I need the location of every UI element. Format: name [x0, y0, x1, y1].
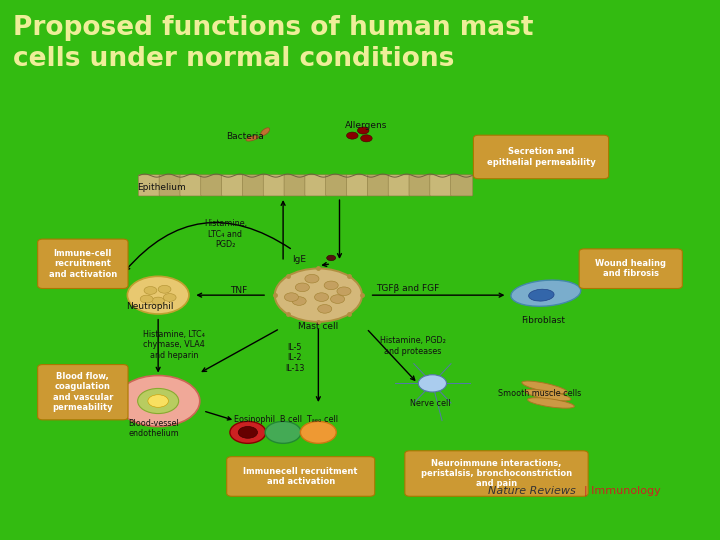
Text: Neutrophil: Neutrophil — [126, 302, 174, 312]
FancyBboxPatch shape — [201, 175, 223, 196]
Circle shape — [163, 294, 176, 301]
FancyBboxPatch shape — [367, 175, 390, 196]
Circle shape — [292, 296, 306, 305]
Text: Nerve cell: Nerve cell — [410, 399, 451, 408]
FancyBboxPatch shape — [474, 135, 608, 179]
Text: IL-5
IL-2
IL-13: IL-5 IL-2 IL-13 — [285, 343, 305, 373]
Text: Fibroblast: Fibroblast — [521, 316, 564, 325]
Circle shape — [346, 132, 358, 139]
Text: Histamine,
LTC₄ and
PGD₂: Histamine, LTC₄ and PGD₂ — [204, 219, 247, 249]
Text: TGFβ and FGF: TGFβ and FGF — [377, 284, 440, 293]
Circle shape — [324, 281, 338, 289]
Ellipse shape — [261, 128, 270, 136]
Circle shape — [357, 127, 369, 134]
FancyBboxPatch shape — [37, 364, 128, 420]
Circle shape — [327, 255, 336, 261]
Circle shape — [361, 135, 372, 142]
FancyBboxPatch shape — [579, 249, 683, 288]
Circle shape — [117, 375, 200, 427]
FancyBboxPatch shape — [405, 451, 588, 496]
Text: Neuroimmune interactions,
peristalsis, bronchoconstriction
and pain: Neuroimmune interactions, peristalsis, b… — [421, 458, 572, 489]
Text: IgE: IgE — [292, 254, 306, 264]
FancyBboxPatch shape — [305, 175, 327, 196]
Circle shape — [305, 274, 319, 283]
Circle shape — [330, 295, 345, 303]
FancyBboxPatch shape — [284, 175, 306, 196]
Circle shape — [275, 268, 362, 322]
FancyBboxPatch shape — [180, 175, 202, 196]
Circle shape — [284, 293, 299, 301]
FancyBboxPatch shape — [243, 175, 264, 196]
Ellipse shape — [528, 398, 575, 408]
Text: Nature Reviews: Nature Reviews — [488, 486, 576, 496]
FancyBboxPatch shape — [159, 175, 181, 196]
FancyBboxPatch shape — [346, 175, 369, 196]
Text: Allergens: Allergens — [345, 121, 387, 130]
Circle shape — [418, 375, 446, 392]
Circle shape — [148, 395, 168, 407]
Ellipse shape — [528, 289, 554, 301]
Text: Epithelium: Epithelium — [137, 183, 186, 192]
Circle shape — [140, 295, 153, 303]
Text: Proposed functions of human mast
cells under normal conditions: Proposed functions of human mast cells u… — [13, 16, 534, 72]
FancyBboxPatch shape — [430, 175, 452, 196]
FancyBboxPatch shape — [325, 175, 348, 196]
Ellipse shape — [246, 136, 258, 141]
Text: Blood flow,
coagulation
and vascular
permeability: Blood flow, coagulation and vascular per… — [53, 372, 113, 412]
Text: Immune-cell
recruitment
and activation: Immune-cell recruitment and activation — [49, 249, 117, 279]
Circle shape — [138, 388, 179, 414]
Circle shape — [265, 421, 301, 443]
Text: Immunecell recruitment
and activation: Immunecell recruitment and activation — [243, 467, 358, 486]
Circle shape — [158, 285, 171, 293]
Circle shape — [295, 283, 310, 292]
Circle shape — [152, 297, 165, 305]
Circle shape — [230, 421, 266, 443]
Text: Histamine, PGD₂
and proteases: Histamine, PGD₂ and proteases — [379, 336, 446, 356]
FancyBboxPatch shape — [227, 457, 374, 496]
Text: | Immunology: | Immunology — [585, 486, 661, 496]
FancyBboxPatch shape — [264, 175, 285, 196]
FancyBboxPatch shape — [222, 175, 243, 196]
Ellipse shape — [525, 389, 571, 401]
FancyBboxPatch shape — [451, 175, 473, 196]
Circle shape — [238, 427, 258, 438]
Circle shape — [318, 305, 332, 313]
Circle shape — [300, 421, 336, 443]
Circle shape — [144, 287, 157, 294]
Circle shape — [337, 287, 351, 295]
Circle shape — [315, 293, 328, 301]
Text: TNF: TNF — [230, 286, 247, 294]
Ellipse shape — [511, 280, 581, 306]
Text: Secretion and
epithelial permeability: Secretion and epithelial permeability — [487, 147, 595, 167]
FancyBboxPatch shape — [388, 175, 410, 196]
Text: Bacteria: Bacteria — [226, 132, 264, 141]
Ellipse shape — [522, 381, 567, 394]
Text: Wound healing
and fibrosis: Wound healing and fibrosis — [595, 259, 666, 279]
Text: Blood-vessel
endothelium: Blood-vessel endothelium — [128, 418, 179, 438]
Text: Smooth muscle cells: Smooth muscle cells — [498, 389, 581, 397]
Text: Histamine, LTC₄
chymase, VLA4
and heparin: Histamine, LTC₄ chymase, VLA4 and hepari… — [143, 330, 205, 360]
Text: Eosinophil  B cell  Tₐₑₒ cell: Eosinophil B cell Tₐₑₒ cell — [234, 415, 338, 424]
FancyBboxPatch shape — [138, 175, 161, 196]
Text: Mast cell: Mast cell — [298, 322, 338, 331]
FancyBboxPatch shape — [37, 239, 128, 288]
FancyBboxPatch shape — [409, 175, 431, 196]
Circle shape — [127, 276, 189, 314]
